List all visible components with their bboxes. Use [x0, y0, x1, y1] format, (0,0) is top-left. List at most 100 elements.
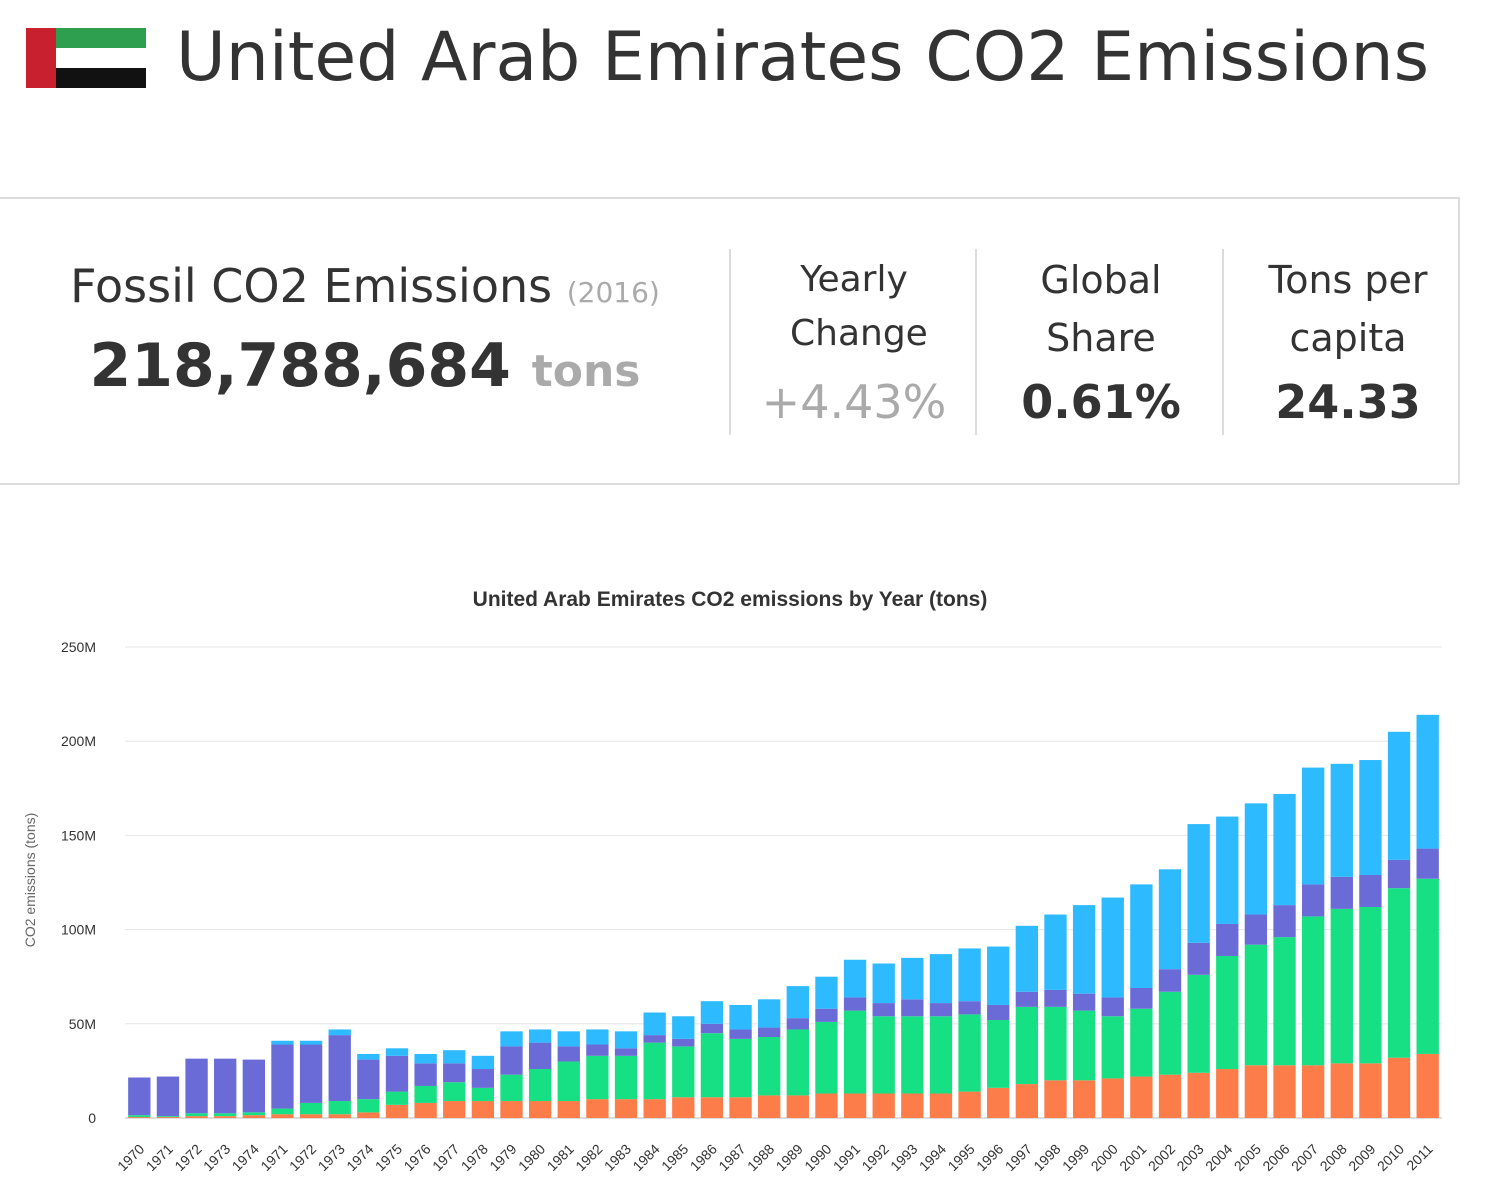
- bar-segment: [557, 1031, 580, 1047]
- bar-segment: [987, 1004, 1010, 1021]
- bar-segment: [1273, 1065, 1296, 1118]
- bar-segment: [987, 946, 1010, 1005]
- bar-segment: [614, 1048, 638, 1056]
- global-share-label: Global Share: [1040, 258, 1162, 360]
- x-tick-label: 2001: [1116, 1141, 1149, 1174]
- x-tick-label: 1990: [801, 1141, 834, 1174]
- bar-segment: [1302, 916, 1325, 1066]
- bar-segment: [872, 1093, 895, 1118]
- bar-segment: [185, 1116, 208, 1118]
- x-tick-label: 2004: [1202, 1141, 1235, 1174]
- bar-segment: [471, 1101, 495, 1118]
- uae-flag-icon: [26, 28, 146, 88]
- x-tick-label: 1992: [858, 1141, 891, 1174]
- bar-segment: [271, 1044, 294, 1109]
- bar-segment: [1387, 1057, 1411, 1118]
- bar-segment: [643, 1035, 666, 1043]
- bar-segment: [729, 1029, 752, 1039]
- bar-segment: [385, 1055, 409, 1092]
- bar-segment: [528, 1101, 552, 1118]
- x-tick-label: 1991: [830, 1141, 863, 1174]
- bar-segment: [128, 1115, 151, 1118]
- bar-segment: [586, 1044, 609, 1056]
- bar-segment: [1387, 731, 1411, 860]
- fossil-emissions-label: Fossil CO2 Emissions (2016): [0, 259, 730, 313]
- x-tick-label: 1984: [629, 1141, 662, 1174]
- bar-segment: [1101, 1016, 1124, 1079]
- bar-segment: [1101, 997, 1124, 1017]
- bar-segment: [185, 1058, 208, 1114]
- per-capita-label: Tons per capita: [1268, 258, 1428, 360]
- x-tick-label: 1974: [229, 1141, 262, 1174]
- x-tick-label: 1978: [458, 1141, 491, 1174]
- bar-segment: [1072, 1010, 1096, 1081]
- bar-segment: [242, 1115, 265, 1118]
- bar-segment: [299, 1114, 323, 1118]
- bar-segment: [299, 1102, 323, 1115]
- x-tick-label: 2005: [1231, 1141, 1264, 1174]
- bar-segment: [1015, 1006, 1039, 1085]
- bar-segment: [672, 1016, 695, 1039]
- bar-segment: [414, 1085, 437, 1103]
- bar-segment: [1044, 1080, 1067, 1118]
- x-tick-label: 2002: [1145, 1141, 1178, 1174]
- bar-segment: [357, 1059, 380, 1100]
- x-tick-label: 1997: [1002, 1141, 1035, 1174]
- bar-segment: [1330, 876, 1353, 909]
- bar-segment: [1359, 1063, 1382, 1118]
- bar-segment: [471, 1069, 495, 1088]
- bar-segment: [271, 1040, 294, 1045]
- bar-segment: [385, 1104, 409, 1118]
- x-tick-label: 1996: [973, 1141, 1006, 1174]
- y-tick-label: 250M: [61, 639, 96, 655]
- bar-segment: [357, 1099, 380, 1113]
- bar-segment: [1187, 942, 1210, 975]
- bar-segment: [614, 1031, 638, 1049]
- bar-segment: [1244, 914, 1268, 945]
- bar-segment: [328, 1029, 351, 1036]
- bar-segment: [1244, 1065, 1268, 1118]
- x-tick-label: 1981: [544, 1141, 577, 1174]
- fossil-emissions-number: 218,788,684: [89, 331, 511, 401]
- bar-segment: [729, 1004, 752, 1030]
- bar-segment: [214, 1113, 237, 1117]
- bar-segment: [958, 1001, 981, 1015]
- bar-segment: [271, 1108, 294, 1115]
- bar-segment: [1015, 991, 1039, 1007]
- bar-segment: [758, 1027, 781, 1037]
- bar-segment: [729, 1097, 752, 1118]
- x-tick-label: 1982: [572, 1141, 605, 1174]
- bar-segment: [672, 1038, 695, 1047]
- bar-segment: [1416, 1053, 1439, 1118]
- x-tick-label: 1972: [171, 1141, 204, 1174]
- bar-segment: [1387, 888, 1411, 1058]
- x-tick-label: 1993: [887, 1141, 920, 1174]
- yearly-change-stat: Yearly Change +4.43%: [740, 199, 968, 483]
- bar-segment: [357, 1112, 380, 1118]
- bar-segment: [271, 1114, 294, 1118]
- bar-segment: [299, 1044, 323, 1103]
- bar-segment: [328, 1114, 351, 1118]
- bar-segment: [185, 1113, 208, 1117]
- fossil-emissions-unit: tons: [531, 346, 641, 397]
- bar-segment: [1416, 878, 1439, 1054]
- bar-segment: [1244, 944, 1268, 1066]
- fossil-emissions-stat: Fossil CO2 Emissions (2016) 218,788,684 …: [0, 199, 730, 483]
- stat-divider: [975, 249, 977, 435]
- bar-segment: [443, 1101, 466, 1118]
- bar-segment: [1072, 905, 1096, 994]
- bar-segment: [700, 1001, 724, 1024]
- bar-segment: [729, 1038, 752, 1098]
- bar-segment: [643, 1099, 666, 1118]
- x-tick-label: 2010: [1374, 1141, 1407, 1174]
- bar-segment: [614, 1055, 638, 1100]
- bar-segment: [1273, 905, 1296, 938]
- bar-segment: [672, 1097, 695, 1118]
- bar-segment: [586, 1099, 609, 1118]
- x-tick-label: 1986: [687, 1141, 720, 1174]
- bar-segment: [443, 1082, 466, 1102]
- bar-segment: [843, 1010, 867, 1094]
- global-share-value: 0.61%: [1021, 375, 1181, 429]
- bar-segment: [1044, 989, 1067, 1007]
- x-tick-label: 2006: [1259, 1141, 1292, 1174]
